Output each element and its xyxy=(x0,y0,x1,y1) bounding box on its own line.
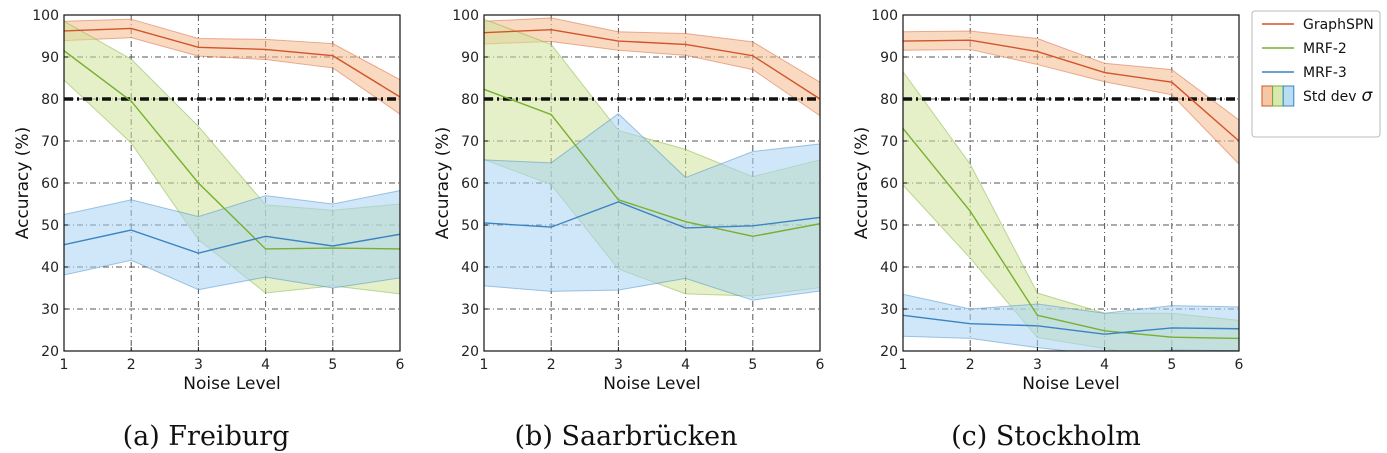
x-tick-label: 5 xyxy=(748,357,757,373)
x-tick-label: 6 xyxy=(396,357,405,373)
std-band-graphspn xyxy=(903,30,1239,165)
series-line-graphspn xyxy=(484,28,820,100)
series-line-mrf-3 xyxy=(484,201,820,229)
y-tick-label: 70 xyxy=(41,134,59,150)
x-tick-label: 5 xyxy=(1167,357,1176,373)
legend-label-mrf3: MRF-3 xyxy=(1303,65,1347,81)
y-axis-label: Accuracy (%) xyxy=(433,127,453,239)
panel-caption: (a) Freiburg xyxy=(123,421,290,452)
x-tick-label: 4 xyxy=(1100,357,1109,373)
y-tick-label: 30 xyxy=(880,302,898,318)
series-line-mrf-2 xyxy=(903,127,1239,340)
x-tick-label: 5 xyxy=(328,357,337,373)
legend: GraphSPN MRF-2 MRF-3 Std dev σ xyxy=(1251,10,1381,138)
y-tick-label: 60 xyxy=(880,176,898,192)
legend-std-swatch-graphspn xyxy=(1261,85,1274,107)
y-tick-label: 80 xyxy=(461,92,479,108)
y-tick-label: 70 xyxy=(461,134,479,150)
chart-panel-1: 1 2 3 4 5 6 20 30 40 50 60 70 80 90 100 Noise Level Accu… xyxy=(13,8,405,452)
series-line-mrf-2 xyxy=(64,50,400,250)
y-axis-label: Accuracy (%) xyxy=(13,127,33,239)
panel-caption: (c) Stockholm xyxy=(951,421,1141,452)
x-axis-label: Noise Level xyxy=(603,374,700,394)
std-band-graphspn xyxy=(64,18,400,115)
x-tick-label: 3 xyxy=(614,357,623,373)
x-tick-label: 2 xyxy=(966,357,975,373)
y-tick-label: 80 xyxy=(41,92,59,108)
y-tick-label: 40 xyxy=(461,260,479,276)
y-tick-label: 30 xyxy=(41,302,59,318)
std-band-mrf-3 xyxy=(64,190,400,291)
y-tick-label: 90 xyxy=(41,50,59,66)
y-tick-label: 20 xyxy=(41,344,59,360)
y-tick-label: 100 xyxy=(452,8,479,24)
y-tick-label: 30 xyxy=(461,302,479,318)
y-tick-label: 100 xyxy=(32,8,59,24)
plot-area xyxy=(64,18,400,295)
y-tick-label: 20 xyxy=(880,344,898,360)
y-axis-label: Accuracy (%) xyxy=(852,127,872,239)
x-tick-label: 6 xyxy=(816,357,825,373)
sigma-symbol: σ xyxy=(1362,86,1374,106)
x-tick-label: 4 xyxy=(681,357,690,373)
x-tick-label: 1 xyxy=(480,357,489,373)
y-tick-label: 60 xyxy=(461,176,479,192)
legend-label-stddev: Std dev σ xyxy=(1303,86,1374,106)
x-tick-label: 3 xyxy=(194,357,203,373)
y-tick-label: 60 xyxy=(41,176,59,192)
std-band-mrf-3 xyxy=(484,113,820,301)
series-line-mrf-3 xyxy=(903,314,1239,335)
y-tick-label: 40 xyxy=(880,260,898,276)
y-tick-label: 90 xyxy=(880,50,898,66)
legend-std-swatch-mrf2 xyxy=(1272,85,1284,107)
x-tick-label: 2 xyxy=(127,357,136,373)
x-tick-label: 3 xyxy=(1033,357,1042,373)
legend-label-graphspn: GraphSPN xyxy=(1303,17,1374,33)
x-axis-label: Noise Level xyxy=(183,374,280,394)
y-tick-label: 50 xyxy=(880,218,898,234)
x-tick-label: 1 xyxy=(60,357,69,373)
series-line-mrf-3 xyxy=(64,229,400,254)
series-line-graphspn xyxy=(64,27,400,98)
y-tick-label: 50 xyxy=(461,218,479,234)
std-band-graphspn xyxy=(484,17,820,117)
legend-label-mrf2: MRF-2 xyxy=(1303,41,1347,57)
x-tick-label: 2 xyxy=(547,357,556,373)
y-tick-label: 70 xyxy=(880,134,898,150)
chart-panel-3: 1 2 3 4 5 6 20 30 40 50 60 70 80 90 100 Noise Level Accu… xyxy=(852,8,1244,452)
y-tick-label: 20 xyxy=(461,344,479,360)
series-line-mrf-2 xyxy=(484,88,820,238)
plot-area xyxy=(484,17,820,301)
legend-std-swatch-mrf3 xyxy=(1282,85,1295,107)
x-tick-label: 1 xyxy=(899,357,908,373)
chart-panel-2: 1 2 3 4 5 6 20 30 40 50 60 70 80 90 100 Noise Level Accu… xyxy=(433,8,825,452)
panel-caption: (b) Saarbrücken xyxy=(515,421,738,452)
y-tick-label: 90 xyxy=(461,50,479,66)
y-tick-label: 50 xyxy=(41,218,59,234)
x-axis-label: Noise Level xyxy=(1022,374,1119,394)
x-tick-label: 4 xyxy=(261,357,270,373)
series-line-graphspn xyxy=(903,39,1239,142)
x-tick-label: 6 xyxy=(1235,357,1244,373)
y-tick-label: 100 xyxy=(871,8,898,24)
y-tick-label: 80 xyxy=(880,92,898,108)
y-tick-label: 40 xyxy=(41,260,59,276)
plot-area xyxy=(903,30,1239,351)
